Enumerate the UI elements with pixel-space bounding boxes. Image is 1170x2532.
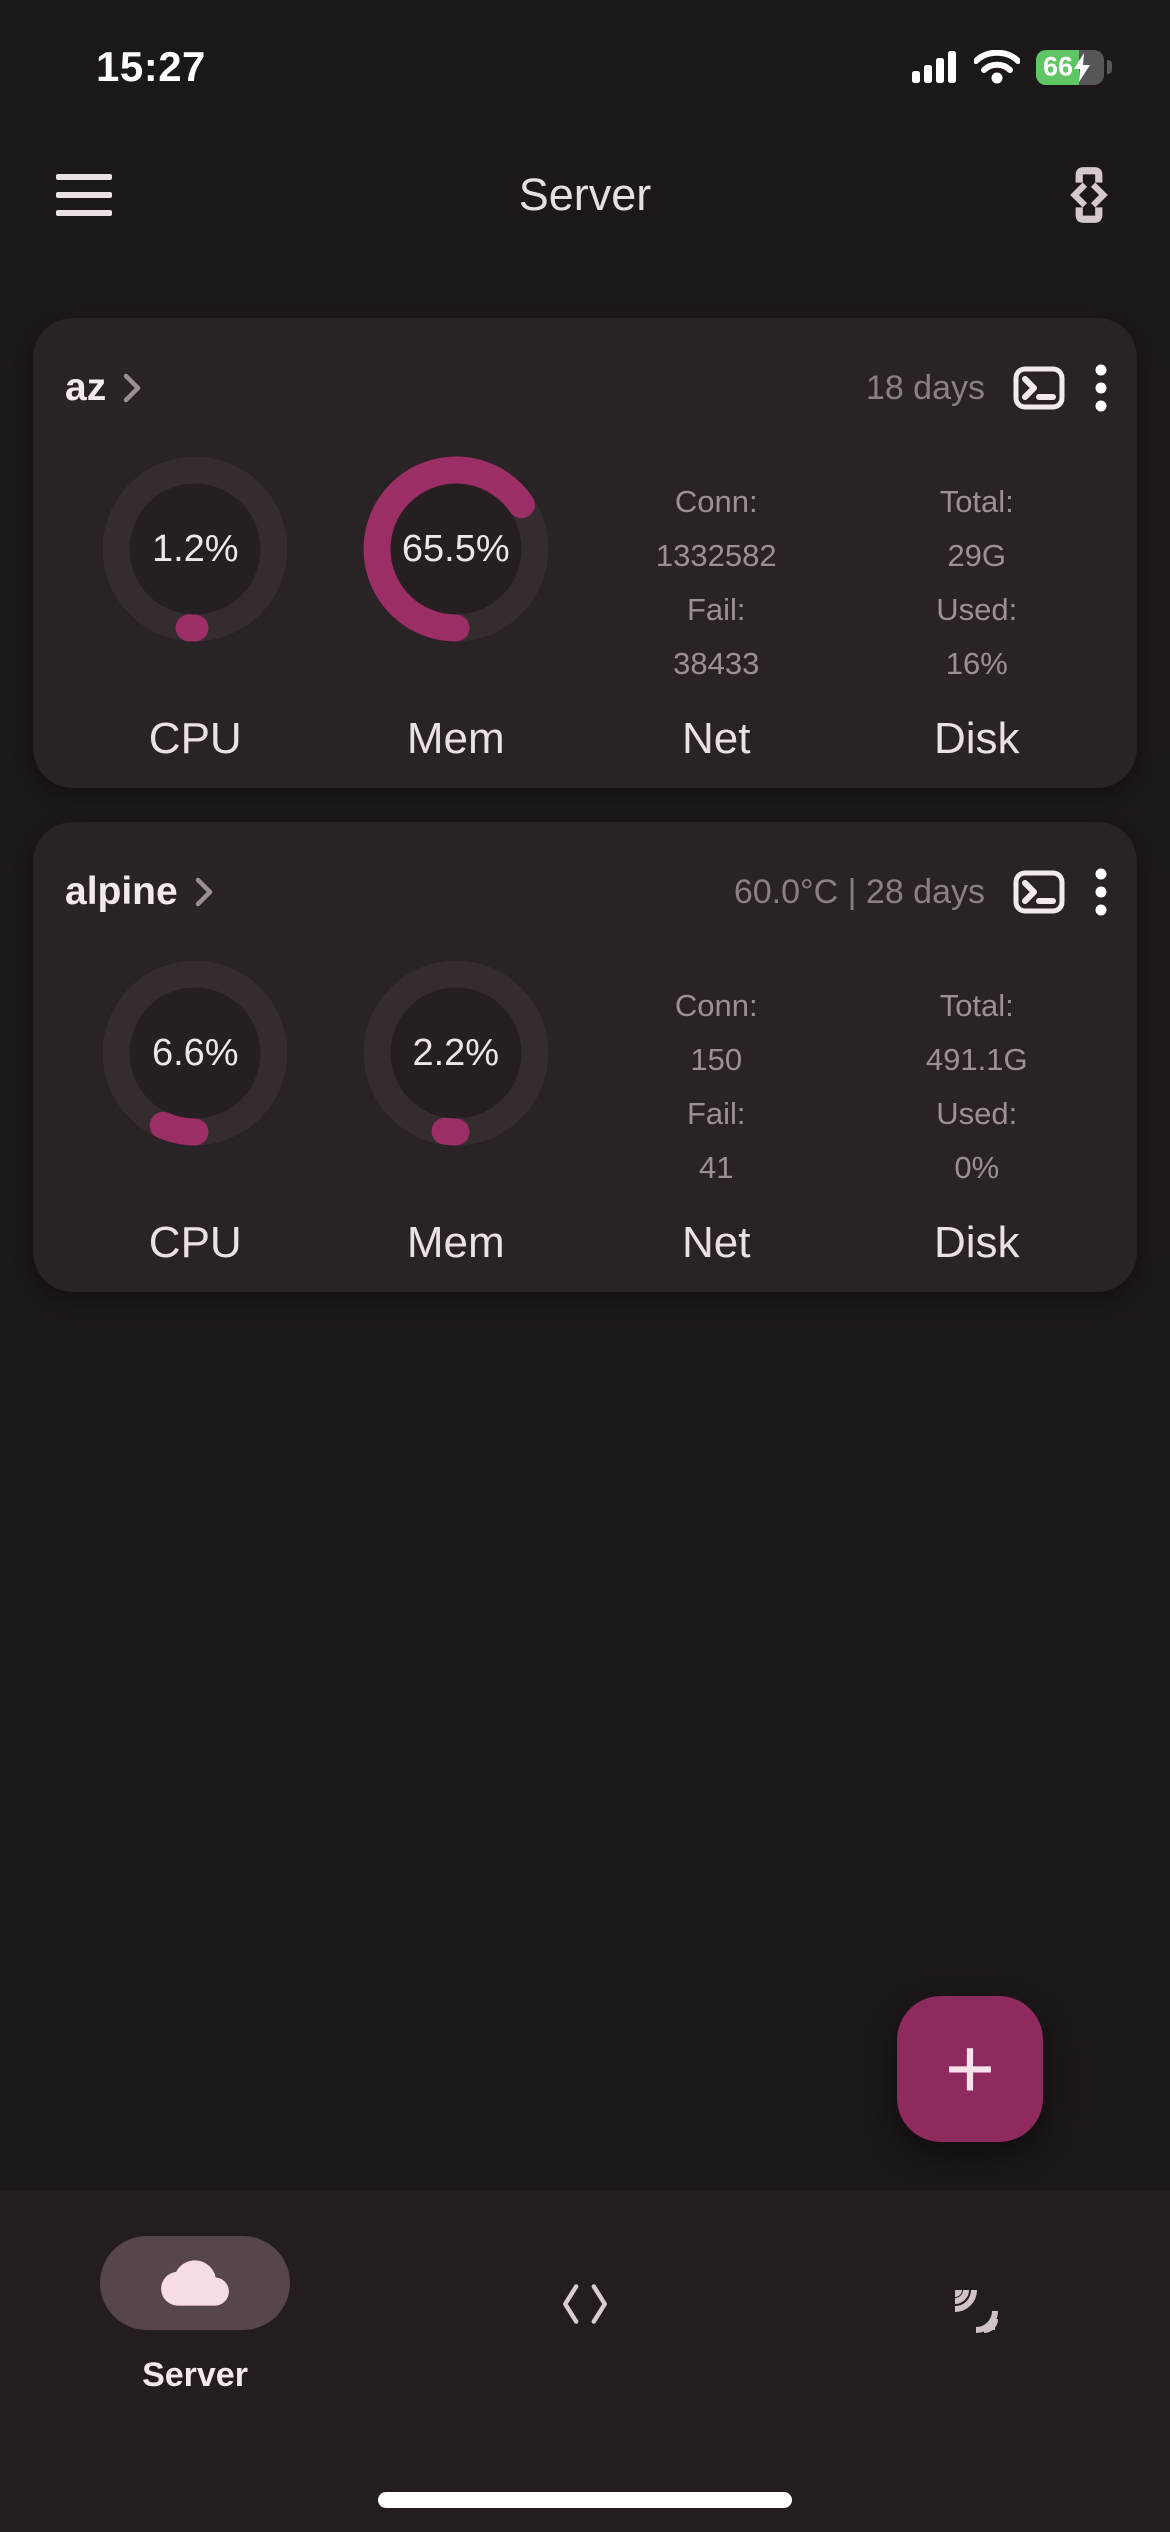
home-indicator[interactable] xyxy=(378,2492,792,2508)
net-column: Conn: 1332582 Fail: 38433 Net xyxy=(586,456,847,768)
terminal-button[interactable] xyxy=(1013,366,1065,410)
server-name: az xyxy=(65,366,107,409)
status-icons: 66 xyxy=(912,49,1112,85)
mem-label: Mem xyxy=(406,1218,505,1267)
server-name: alpine xyxy=(65,870,178,913)
disk-label: Disk xyxy=(933,714,1020,763)
net-fail-value: 38433 xyxy=(673,646,760,681)
mem-percent: 2.2% xyxy=(412,1031,500,1074)
server-card-alpine[interactable]: alpine 60.0°C | 28 days xyxy=(33,822,1137,1292)
cpu-percent: 6.6% xyxy=(151,1031,239,1074)
net-label: Net xyxy=(682,714,751,763)
cellular-signal-icon xyxy=(912,51,956,83)
disk-total-value: 29G xyxy=(947,538,1007,573)
terminal-icon xyxy=(1013,366,1065,410)
menu-button[interactable] xyxy=(56,174,112,216)
disk-used-value: 16% xyxy=(945,646,1008,681)
disk-total-value: 491.1G xyxy=(925,1042,1028,1077)
net-conn-label: Conn: xyxy=(674,484,758,519)
disk-total-label: Total: xyxy=(939,484,1014,519)
tab-server-label: Server xyxy=(142,2356,248,2394)
net-label: Net xyxy=(682,1218,751,1267)
server-card-az[interactable]: az 18 days xyxy=(33,318,1137,788)
kebab-menu-icon xyxy=(1095,868,1107,916)
wifi-icon xyxy=(974,50,1020,84)
charging-bolt-icon xyxy=(1074,52,1090,82)
terminal-button[interactable] xyxy=(1013,870,1065,914)
cpu-gauge: 6.6% xyxy=(102,960,289,1146)
mem-gauge-column: 65.5% Mem xyxy=(326,456,587,768)
mem-gauge: 2.2% xyxy=(362,960,549,1146)
chevron-right-icon xyxy=(123,373,141,403)
disk-used-label: Used: xyxy=(936,592,1018,627)
developer-mode-button[interactable] xyxy=(1064,162,1114,228)
server-status: 18 days xyxy=(865,368,985,407)
net-conn-label: Conn: xyxy=(674,988,758,1023)
cpu-label: CPU xyxy=(148,714,242,763)
battery-percent: 66 xyxy=(1043,51,1074,82)
clock: 15:27 xyxy=(96,43,206,90)
developer-mode-icon xyxy=(1070,167,1108,223)
cpu-gauge: 1.2% xyxy=(102,456,289,642)
mem-gauge: 65.5% xyxy=(362,456,549,642)
tab-snippets[interactable] xyxy=(390,2190,780,2532)
mem-percent: 65.5% xyxy=(401,527,510,570)
disk-column: Total: 491.1G Used: 0% Disk xyxy=(847,960,1108,1272)
terminal-icon xyxy=(1013,870,1065,914)
cpu-gauge-column: 6.6% CPU xyxy=(65,960,326,1272)
active-tab-pill xyxy=(100,2236,290,2330)
server-list: az 18 days xyxy=(0,318,1170,1292)
server-name-row[interactable]: az xyxy=(65,366,142,410)
code-brackets-icon xyxy=(563,2284,608,2324)
card-menu-button[interactable] xyxy=(1095,364,1107,412)
server-status: 60.0°C | 28 days xyxy=(733,872,985,911)
app-bar: Server xyxy=(0,152,1170,238)
net-column: Conn: 150 Fail: 41 Net xyxy=(586,960,847,1272)
tab-server[interactable]: Server xyxy=(0,2190,390,2532)
disk-used-value: 0% xyxy=(954,1150,1000,1185)
net-fail-label: Fail: xyxy=(686,1096,746,1131)
bottom-nav: Server xyxy=(0,2190,1170,2532)
cpu-gauge-column: 1.2% CPU xyxy=(65,456,326,768)
chevron-right-icon xyxy=(195,877,212,907)
kebab-menu-icon xyxy=(1095,364,1107,412)
cpu-label: CPU xyxy=(148,1218,242,1267)
tab-ssh[interactable] xyxy=(780,2190,1170,2532)
ssh-signal-icon xyxy=(954,2289,998,2333)
hamburger-menu-icon xyxy=(56,174,112,180)
card-menu-button[interactable] xyxy=(1095,868,1107,916)
net-fail-value: 41 xyxy=(699,1150,734,1185)
disk-label: Disk xyxy=(933,1218,1020,1267)
page-title: Server xyxy=(518,169,652,220)
net-fail-label: Fail: xyxy=(686,592,746,627)
net-conn-value: 1332582 xyxy=(655,538,777,573)
cpu-percent: 1.2% xyxy=(151,527,239,570)
disk-column: Total: 29G Used: 16% Disk xyxy=(847,456,1108,768)
disk-total-label: Total: xyxy=(939,988,1014,1023)
net-conn-value: 150 xyxy=(690,1042,743,1077)
battery-charging-icon: 66 xyxy=(1036,49,1112,85)
cloud-icon xyxy=(161,2260,229,2306)
mem-label: Mem xyxy=(406,714,505,763)
mem-gauge-column: 2.2% Mem xyxy=(326,960,587,1272)
add-server-button[interactable]: + xyxy=(897,1996,1043,2142)
disk-used-label: Used: xyxy=(936,1096,1018,1131)
server-name-row[interactable]: alpine xyxy=(65,870,214,914)
status-bar: 15:27 66 xyxy=(0,0,1170,96)
plus-icon: + xyxy=(944,2021,996,2117)
